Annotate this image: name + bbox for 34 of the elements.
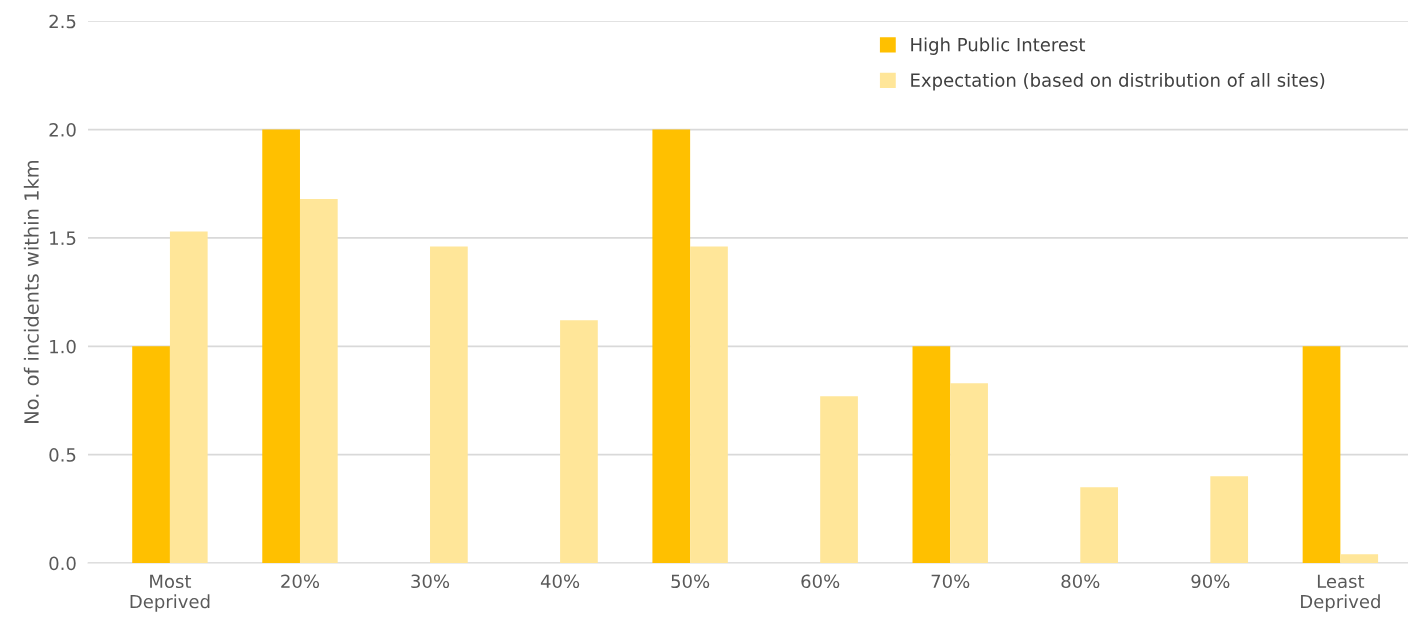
- x-tick-label: 60%: [801, 574, 840, 589]
- y-tick-label: 2.0: [49, 123, 76, 137]
- bar: [950, 383, 988, 564]
- y-tick-label: 2.5: [49, 14, 76, 29]
- bar: [1302, 346, 1341, 564]
- bar: [1340, 554, 1379, 564]
- bar: [132, 346, 170, 564]
- bar: [169, 231, 208, 564]
- legend-label: High Public Interest: [911, 37, 1086, 55]
- bar: [1080, 487, 1118, 564]
- x-tick-label: 80%: [1061, 574, 1100, 589]
- bar: [262, 129, 300, 564]
- x-tick-label: Most Deprived: [130, 574, 210, 612]
- bar: [560, 320, 598, 564]
- bar: [912, 346, 951, 564]
- legend-label: Expectation (based on distribution of all sites): [911, 72, 1325, 91]
- x-tick-label: 30%: [411, 574, 450, 589]
- bar: [430, 246, 468, 564]
- y-tick-label: 0.5: [49, 448, 76, 462]
- y-axis-title: No. of incidents within 1km: [23, 161, 39, 423]
- bar: [690, 246, 728, 564]
- x-tick-label: 90%: [1191, 574, 1230, 589]
- x-tick-label: 20%: [281, 574, 320, 589]
- x-tick-label: 40%: [540, 574, 580, 589]
- y-tick-label: 0.0: [49, 556, 76, 571]
- x-tick-label: 50%: [671, 574, 710, 589]
- x-tick-label: 70%: [931, 574, 970, 589]
- y-tick-label: 1.0: [50, 339, 76, 354]
- bar: [1210, 476, 1249, 564]
- bar: [652, 129, 691, 564]
- bar: [820, 396, 858, 564]
- y-tick-label: 1.5: [50, 231, 76, 246]
- bar: [299, 198, 338, 564]
- x-tick-label: Least Deprived: [1301, 574, 1380, 612]
